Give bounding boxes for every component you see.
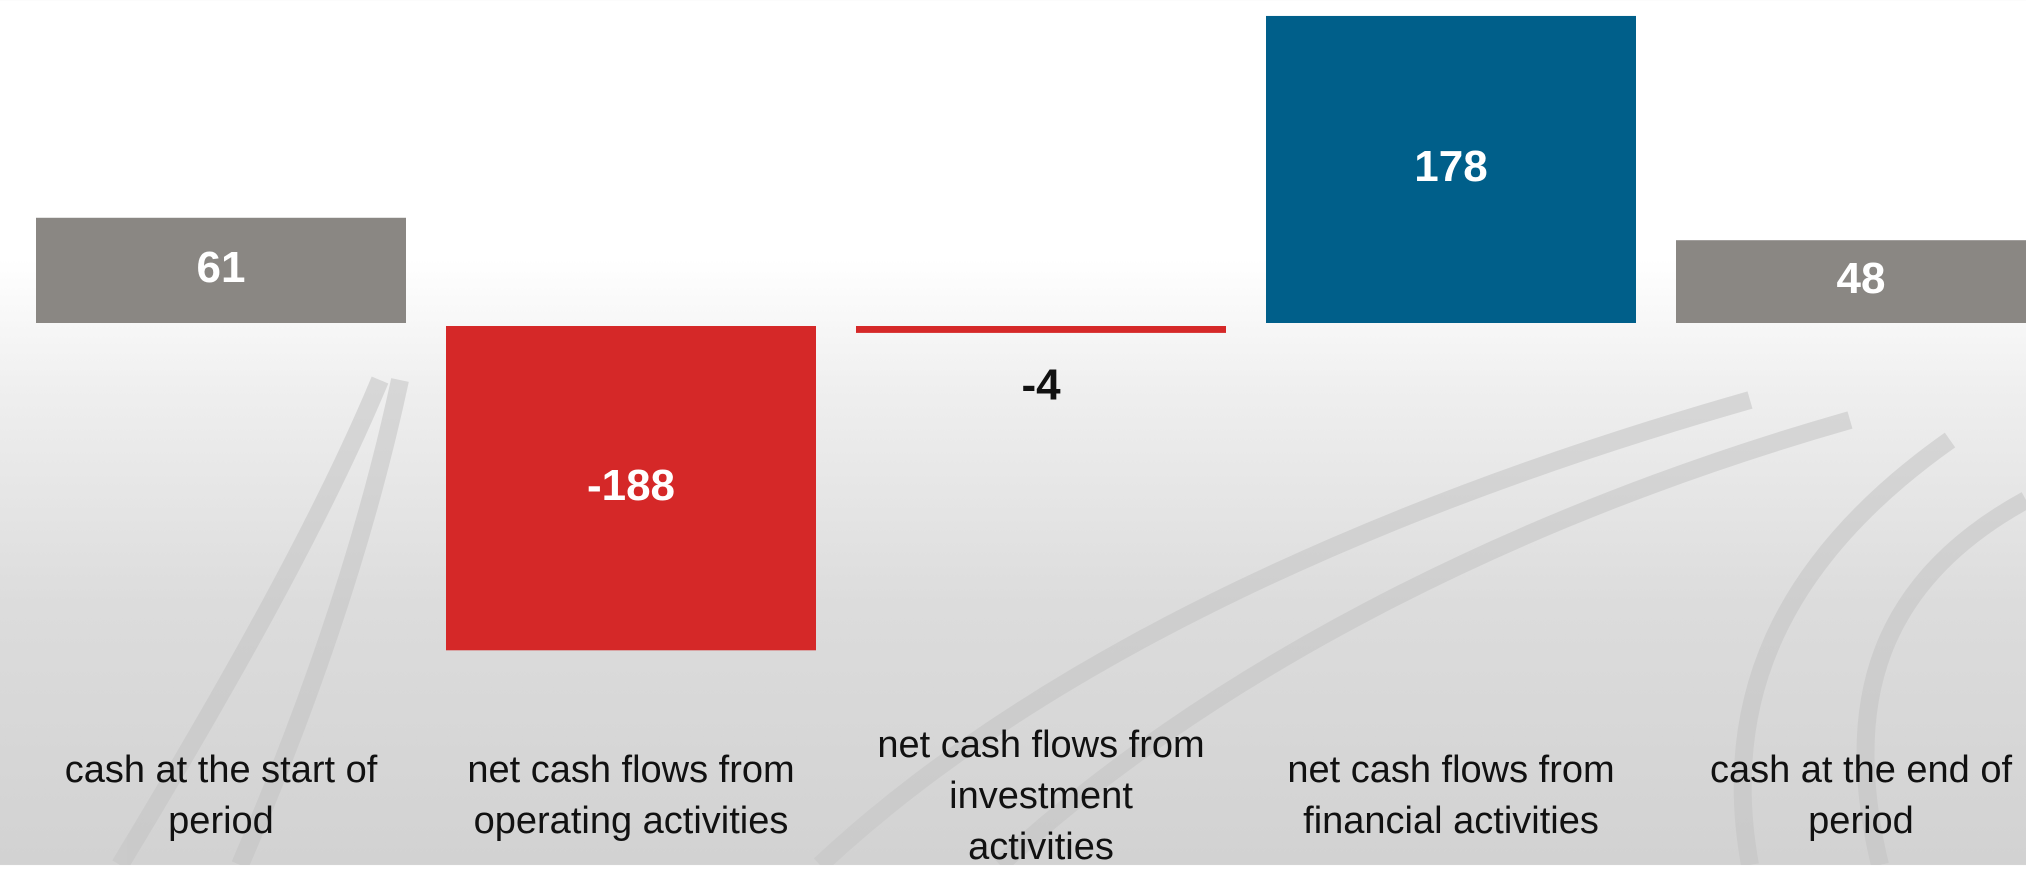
value-label: 48 — [1837, 254, 1886, 303]
value-label: 178 — [1414, 142, 1487, 191]
value-label: 61 — [197, 243, 246, 292]
category-label: net cash flows from investment activitie… — [876, 716, 1206, 876]
value-label: -4 — [1021, 361, 1061, 410]
category-label: net cash flows from financial activities — [1286, 716, 1616, 876]
category-label: cash at the start of period — [56, 716, 386, 876]
value-label: -188 — [587, 461, 675, 510]
category-label: net cash flows from operating activities — [466, 716, 796, 876]
bar — [856, 326, 1226, 333]
category-label: cash at the end of period — [1696, 716, 2026, 876]
page: 61-188-417848 (() => { const data = JSON… — [0, 0, 2026, 865]
